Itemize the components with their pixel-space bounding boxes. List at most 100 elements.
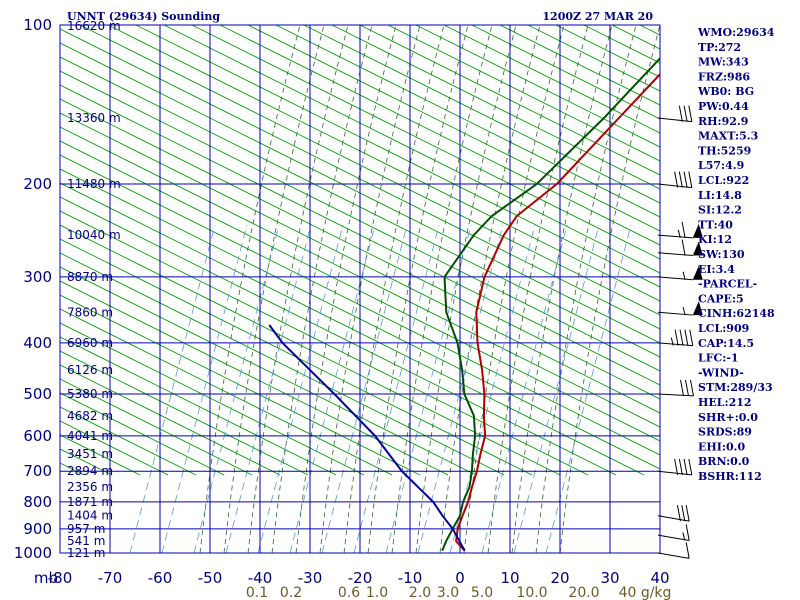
wind-barb-shaft xyxy=(657,276,693,281)
wind-barb-feather xyxy=(678,171,683,188)
height-label: 11480 m xyxy=(67,177,121,191)
mixing-ratio-label: 10.0 xyxy=(516,585,547,600)
dry-adiabat-line xyxy=(60,182,645,476)
temperature-tick-label: 40 xyxy=(650,569,669,587)
dry-adiabat-line xyxy=(60,238,533,476)
index-value: BSHR:112 xyxy=(698,470,762,483)
wind-barb-shaft xyxy=(657,311,693,316)
mixing-ratio-line xyxy=(225,224,312,553)
wind-barb xyxy=(657,458,693,476)
wind-barb-feather xyxy=(674,458,679,475)
wind-barb xyxy=(657,239,703,257)
dry-adiabat-line xyxy=(275,25,660,218)
wind-barb-pennant xyxy=(692,265,703,280)
wind-barb-feather xyxy=(683,105,688,122)
temperature-tick-label: -70 xyxy=(98,569,123,587)
height-label: 5380 m xyxy=(67,387,113,401)
moist-adiabat-line xyxy=(343,25,445,553)
wind-barb-feather xyxy=(681,505,686,522)
wind-barb xyxy=(657,221,703,239)
moist-adiabat-line xyxy=(511,25,613,553)
wind-barb xyxy=(657,105,693,123)
dry-adiabat-line xyxy=(60,252,505,476)
mixing-ratio-line xyxy=(513,224,600,553)
wind-barb-shaft xyxy=(657,515,690,522)
moist-adiabat-line xyxy=(463,25,565,553)
height-label: 2894 m xyxy=(67,464,113,478)
moist-adiabat-line xyxy=(439,25,541,553)
pressure-tick-label: 200 xyxy=(23,175,52,193)
pressure-tick-label: 900 xyxy=(23,520,52,538)
temperature-tick-label: 20 xyxy=(550,569,569,587)
moist-adiabat-line xyxy=(223,25,325,553)
temperature-tick-label: -80 xyxy=(48,569,73,587)
index-value: KI:12 xyxy=(698,233,732,246)
wind-barbs xyxy=(657,105,703,559)
index-value: STM:289/33 xyxy=(698,381,773,394)
index-value: CAP:14.5 xyxy=(698,337,754,350)
dry-adiabat-line xyxy=(60,322,365,476)
temperature-tick-label: -50 xyxy=(198,569,223,587)
mixing-ratio-line xyxy=(257,224,344,553)
wind-barb-pennant xyxy=(692,241,703,256)
dry-adiabat-line xyxy=(60,350,309,476)
mixing-ratio-label: 2.0 xyxy=(409,585,431,600)
mixing-ratio-line xyxy=(353,224,440,553)
height-labels: 16620 m 13360 m 11480 m 10040 m 8870 m 7860 m… xyxy=(67,19,121,560)
temperature-tick-label: -40 xyxy=(248,569,273,587)
wind-barb xyxy=(657,379,694,397)
wind-barb xyxy=(657,265,703,281)
height-label: 4041 m xyxy=(67,429,113,443)
wind-barb xyxy=(657,171,693,189)
wind-barb-shaft xyxy=(657,342,693,347)
index-value: FRZ:986 xyxy=(698,70,750,83)
moist-adiabat-line xyxy=(559,25,660,553)
height-label: 541 m xyxy=(67,534,105,548)
moist-adiabat-line xyxy=(199,25,301,553)
height-label: 121 m xyxy=(67,546,105,560)
mixing-ratio-line xyxy=(385,224,472,553)
index-value: BRN:0.0 xyxy=(698,455,750,468)
dry-adiabat-line xyxy=(247,25,660,232)
index-value: TT:40 xyxy=(698,218,733,231)
dry-adiabat-line xyxy=(60,42,660,344)
dry-adiabat-line xyxy=(60,126,660,428)
wind-barb-shaft xyxy=(657,470,692,476)
dry-adiabat-line xyxy=(303,25,660,204)
index-value: LCL:909 xyxy=(698,322,749,335)
wind-barb-feather xyxy=(684,329,689,346)
dewpoint-trace xyxy=(441,56,660,552)
dry-adiabat-line xyxy=(60,364,281,476)
mixing-ratio-line xyxy=(289,224,376,553)
dry-adiabat-line xyxy=(415,25,660,148)
dry-adiabat-line xyxy=(60,84,660,386)
wind-barb-feather xyxy=(678,458,683,475)
mixing-ratio-line xyxy=(129,224,216,553)
mixing-ratio-label: 3.0 xyxy=(437,585,459,600)
dry-adiabat-line xyxy=(60,28,660,330)
index-value: SRDS:89 xyxy=(698,426,752,439)
moist-adiabat-line xyxy=(271,25,373,553)
wind-barb-half-feather xyxy=(682,271,686,280)
pressure-tick-label: 700 xyxy=(23,462,52,480)
wind-barb-shaft xyxy=(657,534,690,542)
mixing-ratio-line xyxy=(321,224,408,553)
mixing-ratio-line xyxy=(481,224,568,553)
pressure-tick-label: 100 xyxy=(23,16,52,34)
y-axis-unit-label: mb xyxy=(34,569,58,587)
dry-adiabat-line xyxy=(191,25,660,260)
wind-barb-feather xyxy=(674,329,679,346)
mixing-ratio-line xyxy=(193,224,280,553)
dry-adiabat-line xyxy=(219,25,660,246)
height-label: 3451 m xyxy=(67,447,113,461)
moist-adiabat-line xyxy=(415,25,517,553)
wind-barb-feather xyxy=(678,105,683,122)
wind-barb-shaft xyxy=(657,252,693,257)
wind-barb-pennant xyxy=(692,223,703,238)
index-value: L57:4.9 xyxy=(698,159,744,172)
height-label: 8870 m xyxy=(67,270,113,284)
wind-barb-feather xyxy=(685,524,690,541)
index-value: LFC:-1 xyxy=(698,352,739,365)
index-value: EHI:0.0 xyxy=(698,440,745,453)
index-value: CINH:62148 xyxy=(698,307,775,320)
